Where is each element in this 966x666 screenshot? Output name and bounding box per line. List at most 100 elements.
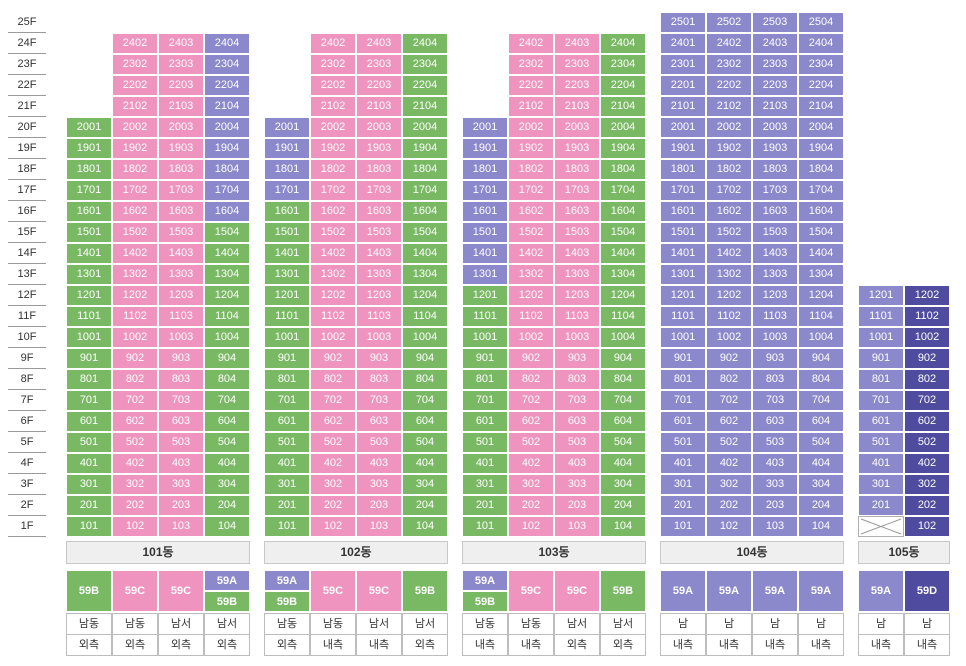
unit-cell: 201: [462, 495, 508, 516]
position-label: 내측: [310, 634, 356, 656]
unit-cell: 802: [508, 369, 554, 390]
unit-cell: 402: [706, 453, 752, 474]
unit-type: 59A: [660, 570, 706, 612]
unit-cell: 203: [554, 495, 600, 516]
unit-cell: 703: [752, 390, 798, 411]
unit-cell: 1703: [752, 180, 798, 201]
unit-cell: 901: [66, 348, 112, 369]
unit-cell: 404: [402, 453, 448, 474]
unit-cell: 704: [402, 390, 448, 411]
unit-cell: 1301: [660, 264, 706, 285]
unit-cell: 1104: [402, 306, 448, 327]
unit-cell: 1601: [660, 201, 706, 222]
position-label: 내측: [798, 634, 844, 656]
building-name: 101동: [66, 541, 250, 564]
unit-cell: 1604: [798, 201, 844, 222]
unit-cell: 102: [904, 516, 950, 537]
unit-cell: 303: [356, 474, 402, 495]
orientation-label: 남: [706, 613, 752, 635]
unit-cell: 1002: [706, 327, 752, 348]
unit-cell: 1801: [660, 159, 706, 180]
unit-cell: 104: [402, 516, 448, 537]
cross-icon: [860, 518, 902, 535]
unit-cell: 303: [554, 474, 600, 495]
unit-cell: 2102: [706, 96, 752, 117]
unit-cell: 104: [798, 516, 844, 537]
unit-cell: 904: [204, 348, 250, 369]
unit-cell: 2204: [600, 75, 646, 96]
unit-cell: 902: [112, 348, 158, 369]
unit-cell: 701: [264, 390, 310, 411]
unit-cell: 203: [752, 495, 798, 516]
unit-cell: 1702: [508, 180, 554, 201]
unit-cell: 1404: [600, 243, 646, 264]
unit-type: 59C: [112, 570, 158, 612]
unit-cell: 602: [112, 411, 158, 432]
unit-cell: 704: [204, 390, 250, 411]
unit-cell: 1701: [66, 180, 112, 201]
unit-cell: 1103: [356, 306, 402, 327]
unit-cell: 702: [706, 390, 752, 411]
unit-type: 59A: [204, 570, 250, 591]
position-label: 내측: [462, 634, 508, 656]
unit-cell: 402: [508, 453, 554, 474]
unit-cell: 2301: [660, 54, 706, 75]
unit-cell: 1704: [204, 180, 250, 201]
unit-cell: 1503: [356, 222, 402, 243]
unit-cell: 204: [204, 495, 250, 516]
unit-cell: 2203: [752, 75, 798, 96]
unit-cell: 902: [508, 348, 554, 369]
unit-type: 59C: [356, 570, 402, 612]
unit-cell: 1204: [402, 285, 448, 306]
unit-cell: 1701: [264, 180, 310, 201]
unit-cell: 2104: [402, 96, 448, 117]
unit-type: 59B: [264, 591, 310, 612]
unit-cell: 101: [462, 516, 508, 537]
floor-label: 3F: [8, 474, 46, 495]
unit-cell: 1502: [706, 222, 752, 243]
unit-cell: 1304: [600, 264, 646, 285]
unit-cell: 202: [112, 495, 158, 516]
orientation-label: 남동: [310, 613, 356, 635]
position-label: 외측: [204, 634, 250, 656]
unit-cell: 302: [904, 474, 950, 495]
unit-cell: 1901: [660, 138, 706, 159]
unit-cell: 2103: [752, 96, 798, 117]
unit-cell: 602: [310, 411, 356, 432]
unit-cell: 102: [508, 516, 554, 537]
unit-cell: 204: [798, 495, 844, 516]
unit-cell: 1103: [158, 306, 204, 327]
unit-cell: 2403: [356, 33, 402, 54]
unit-cell: 2304: [600, 54, 646, 75]
unit-cell: 1702: [112, 180, 158, 201]
unit-cell: 603: [554, 411, 600, 432]
floor-label: 14F: [8, 243, 46, 264]
unit-cell: 1102: [508, 306, 554, 327]
unit-cell: 1403: [752, 243, 798, 264]
unit-cell: 804: [204, 369, 250, 390]
position-label: 외측: [554, 634, 600, 656]
floor-label: 11F: [8, 306, 46, 327]
unit-cell: 402: [112, 453, 158, 474]
unit-cell: 904: [798, 348, 844, 369]
unit-cell: 1604: [402, 201, 448, 222]
unit-cell: 1602: [112, 201, 158, 222]
unit-cell: 201: [264, 495, 310, 516]
unit-cell: 604: [798, 411, 844, 432]
unit-cell: 1003: [356, 327, 402, 348]
unit-cell: 401: [264, 453, 310, 474]
position-label: 외측: [66, 634, 112, 656]
unit-cell: 1002: [904, 327, 950, 348]
unit-cell: 1101: [660, 306, 706, 327]
unit-cell: 1402: [112, 243, 158, 264]
unit-cell: 2403: [752, 33, 798, 54]
unit-cell: 2202: [112, 75, 158, 96]
unit-cell: 301: [264, 474, 310, 495]
unit-cell: 802: [112, 369, 158, 390]
building-name: 103동: [462, 541, 646, 564]
unit-cell: 1302: [310, 264, 356, 285]
unit-cell: 202: [706, 495, 752, 516]
unit-cell: 1902: [508, 138, 554, 159]
unit-cell: 203: [356, 495, 402, 516]
unit-cell: 803: [752, 369, 798, 390]
